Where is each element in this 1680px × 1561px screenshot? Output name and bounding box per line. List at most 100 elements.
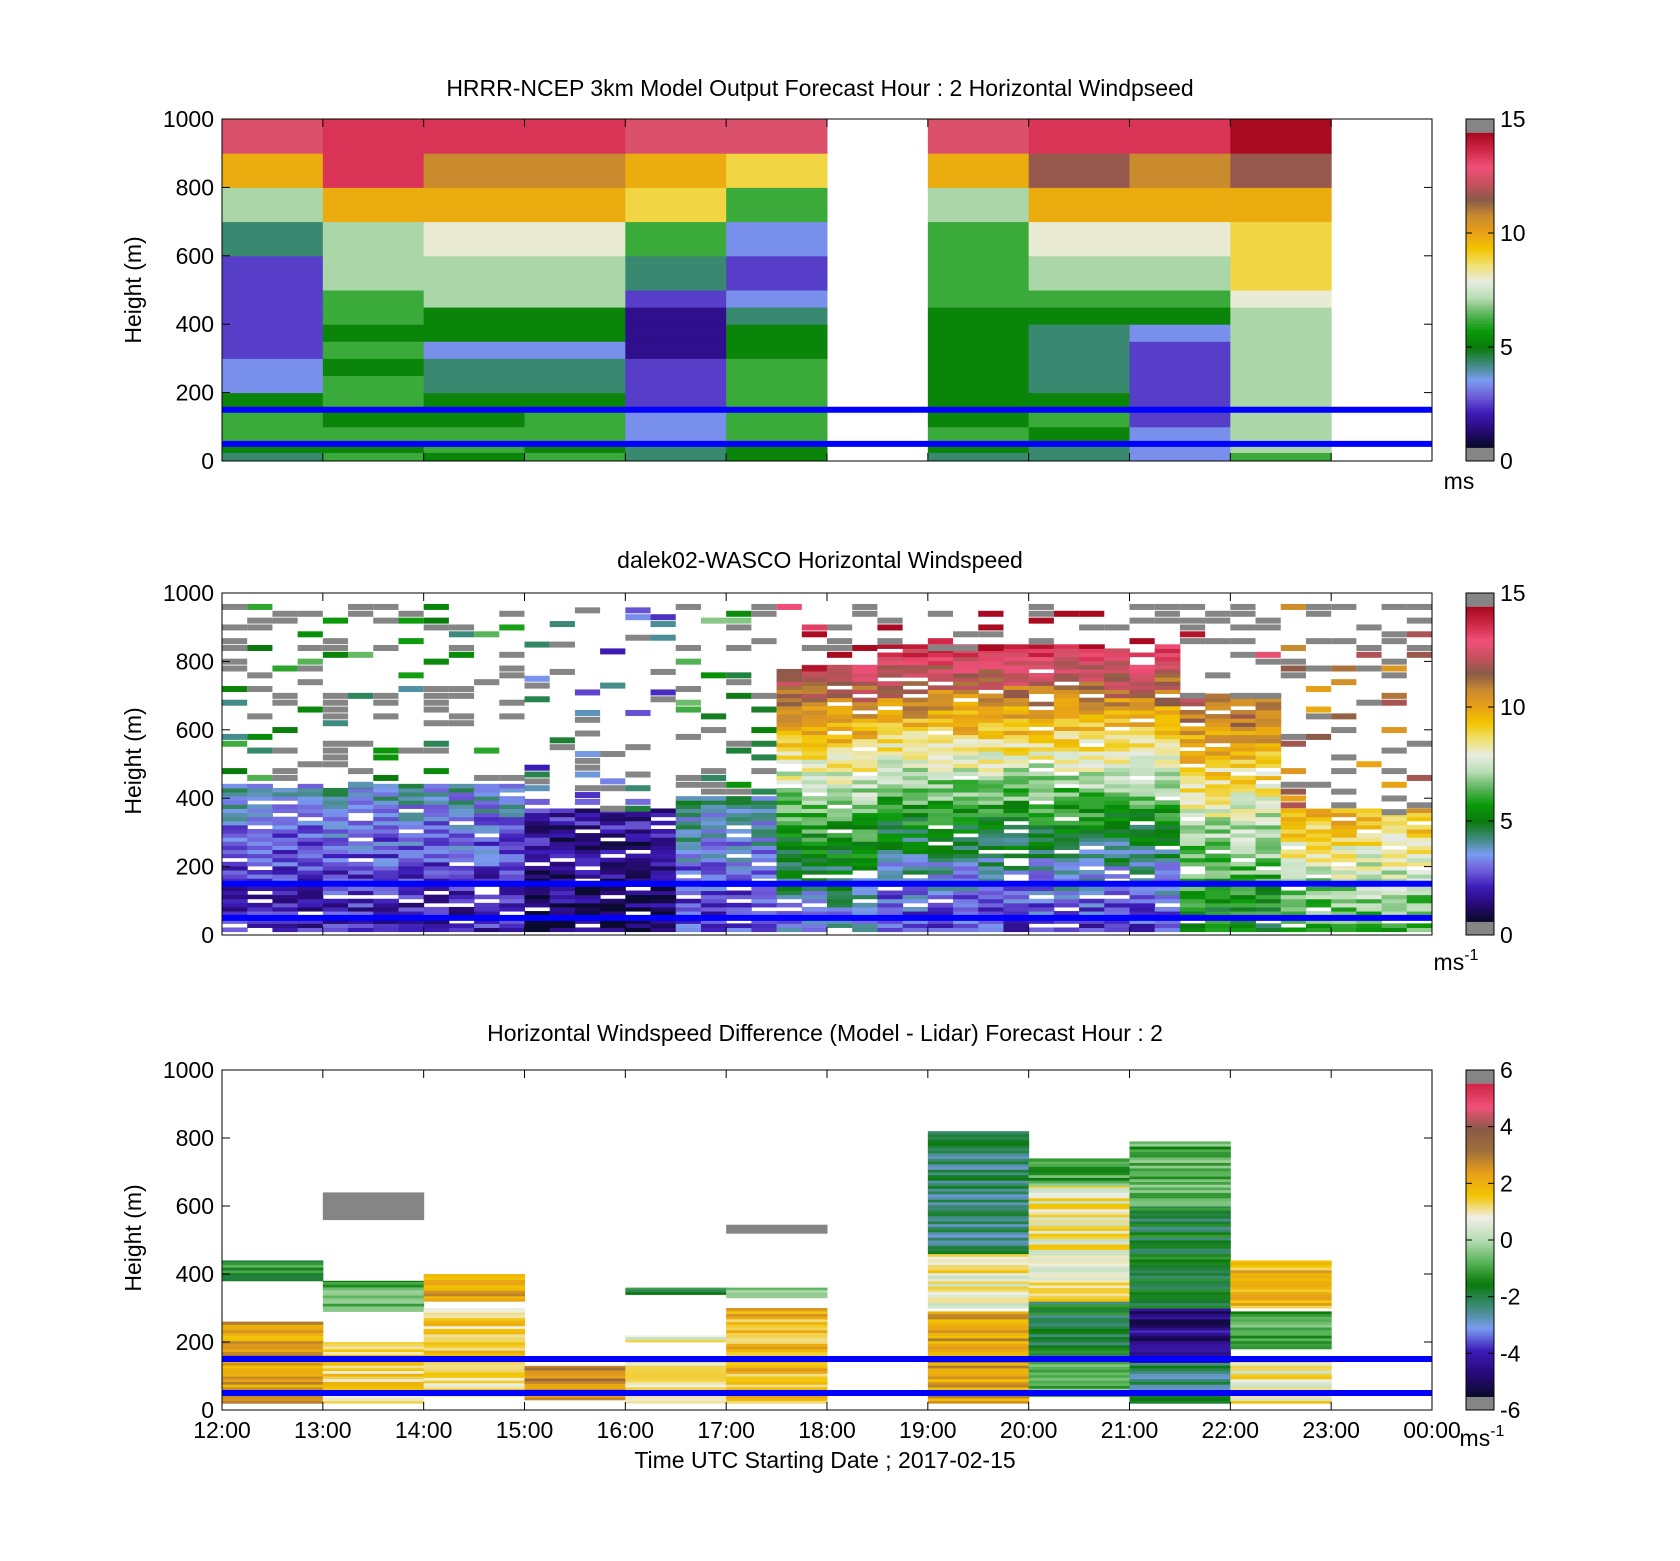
- lidar-cell: [423, 911, 450, 916]
- difference-cell: [927, 1337, 1030, 1342]
- lidar-cell: [423, 796, 450, 801]
- difference-cell: [1129, 1278, 1231, 1282]
- model-cell: [423, 435, 525, 445]
- lidar-cell: [322, 865, 349, 871]
- difference-cell: [423, 1382, 525, 1387]
- difference-cell: [322, 1384, 425, 1388]
- lidar-cell: [474, 861, 500, 867]
- lidar-cell: [1003, 870, 1030, 875]
- lidar-cell: [927, 828, 954, 834]
- colorbar-swatch: [1466, 719, 1494, 723]
- colorbar-swatch: [1466, 685, 1494, 689]
- lidar-cell: [1331, 927, 1357, 933]
- colorbar-swatch: [1466, 387, 1494, 391]
- lidar-cell: [801, 755, 828, 760]
- lidar-cell: [827, 857, 853, 863]
- lidar-cell: [801, 898, 828, 904]
- lidar-cell: [1129, 759, 1156, 764]
- model-cell: [726, 443, 828, 453]
- lidar-cell: [801, 812, 828, 818]
- lidar-cell: [1003, 792, 1030, 797]
- lidar-cell: [499, 898, 525, 904]
- lidar-cell: [953, 730, 979, 736]
- lidar-cell: [927, 853, 954, 859]
- lidar-cell: [1205, 833, 1231, 838]
- lidar-cell: [1003, 755, 1030, 760]
- lidar-cell: [751, 808, 778, 814]
- colorbar-swatch: [1466, 290, 1494, 294]
- difference-cell: [524, 1369, 626, 1374]
- lidar-sparse-return: [222, 686, 248, 693]
- lidar-cell: [827, 800, 853, 805]
- lidar-cell: [600, 874, 626, 879]
- lidar-cell: [549, 890, 576, 896]
- difference-cell: [1028, 1366, 1130, 1370]
- colorbar-swatch: [1466, 908, 1494, 912]
- lidar-cell: [1381, 861, 1408, 867]
- lidar-cell: [348, 808, 374, 814]
- lidar-cell: [1154, 894, 1181, 900]
- difference-cell: [1129, 1275, 1231, 1279]
- lidar-cell: [1129, 792, 1156, 797]
- lidar-cell: [902, 787, 929, 793]
- colorbar-swatch: [1466, 1255, 1494, 1259]
- lidar-cell: [1028, 677, 1055, 682]
- colorbar-swatch: [1466, 1130, 1494, 1134]
- lidar-cell: [902, 870, 929, 875]
- colorbar-swatch: [1466, 868, 1494, 873]
- colorbar-swatch: [1466, 208, 1494, 212]
- lidar-cell: [1154, 841, 1181, 846]
- lidar-cell: [801, 709, 828, 715]
- lidar-cell: [1255, 726, 1282, 731]
- lidar-cell: [776, 849, 803, 855]
- colorbar-swatch: [1466, 366, 1494, 370]
- difference-cell: [927, 1180, 1030, 1184]
- lidar-cell: [1331, 833, 1357, 838]
- lidar-cell: [1053, 742, 1080, 748]
- lidar-sparse-return: [1154, 603, 1180, 610]
- lidar-cell: [348, 927, 374, 933]
- lidar-cell: [927, 775, 954, 781]
- lidar-cell: [1205, 923, 1231, 928]
- lidar-cell: [625, 845, 652, 850]
- lidar-sparse-return: [827, 638, 853, 645]
- lidar-cell: [1104, 722, 1130, 727]
- difference-cell: [927, 1332, 1030, 1336]
- lidar-cell: [978, 833, 1004, 838]
- colorbar-swatch: [1466, 727, 1494, 731]
- colorbar-swatch: [1466, 617, 1494, 621]
- lidar-cell: [1053, 812, 1080, 818]
- lidar-cell: [927, 804, 954, 809]
- lidar-cell: [877, 923, 904, 928]
- lidar-cell: [600, 902, 626, 908]
- lidar-cell: [1028, 644, 1055, 649]
- lidar-cell: [1053, 853, 1080, 859]
- lidar-cell: [1230, 722, 1257, 727]
- lidar-sparse-return: [1305, 809, 1332, 816]
- lidar-cell: [827, 751, 853, 756]
- lidar-cell: [927, 783, 954, 789]
- lidar-cell: [801, 722, 828, 727]
- difference-cell: [1129, 1189, 1231, 1193]
- lidar-cell: [978, 652, 1004, 658]
- difference-cell: [423, 1333, 525, 1338]
- difference-cell: [1230, 1316, 1332, 1320]
- colorbar-swatch: [1466, 674, 1494, 679]
- lidar-cell: [1205, 828, 1231, 834]
- lidar-cell: [953, 906, 979, 912]
- lidar-cell: [827, 894, 853, 900]
- colorbar-swatch: [1466, 1140, 1494, 1145]
- difference-cell: [222, 1264, 324, 1268]
- difference-cell: [1129, 1318, 1231, 1323]
- lidar-sparse-return: [322, 761, 349, 768]
- lidar-cell: [1154, 816, 1181, 822]
- colorbar-swatch: [1466, 861, 1494, 865]
- lidar-cell: [700, 919, 727, 924]
- difference-cell: [1028, 1180, 1130, 1184]
- lidar-cell: [1255, 722, 1282, 727]
- lidar-cell: [776, 911, 803, 916]
- lidar-cell: [801, 861, 828, 867]
- lidar-cell: [1255, 812, 1282, 818]
- lidar-sparse-return: [1079, 624, 1105, 631]
- difference-cell: [1129, 1362, 1231, 1366]
